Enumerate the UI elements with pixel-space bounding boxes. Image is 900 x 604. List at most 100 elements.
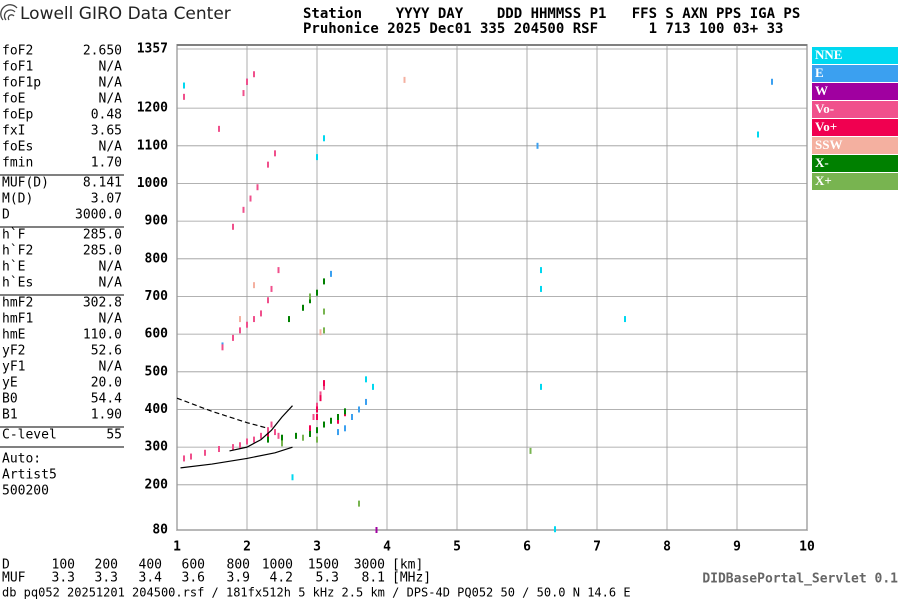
echo-point bbox=[183, 93, 185, 100]
echo-point bbox=[323, 421, 325, 428]
x-tick-label: 8 bbox=[663, 540, 671, 555]
legend-swatch bbox=[812, 137, 898, 154]
echo-point bbox=[295, 432, 297, 439]
x-tick-label: 4 bbox=[383, 540, 391, 555]
table-value: 8.1 bbox=[362, 571, 385, 586]
echo-point bbox=[624, 316, 626, 323]
table-value: 3.6 bbox=[182, 571, 205, 586]
legend-swatch bbox=[812, 119, 898, 136]
param-label: h`E bbox=[2, 260, 25, 275]
param-label: hmF1 bbox=[2, 312, 33, 327]
legend-swatch bbox=[812, 47, 898, 64]
echo-point bbox=[529, 447, 532, 454]
param-value: 3.65 bbox=[91, 124, 122, 139]
echo-point bbox=[253, 436, 255, 443]
legend-label: X+ bbox=[815, 173, 832, 188]
echo-point bbox=[358, 406, 360, 413]
param-value: 285.0 bbox=[83, 244, 122, 259]
param-label: foF1 bbox=[2, 60, 33, 75]
legend-label: E bbox=[815, 65, 824, 80]
param-label: B1 bbox=[2, 408, 18, 423]
echo-point bbox=[249, 195, 252, 202]
echo-point bbox=[232, 334, 234, 341]
table-value: 3.9 bbox=[227, 571, 250, 586]
legend-swatch bbox=[812, 83, 898, 100]
y-tick-label: 1100 bbox=[137, 138, 168, 153]
param-label: yF1 bbox=[2, 360, 25, 375]
echo-point bbox=[242, 90, 245, 97]
echo-point bbox=[253, 282, 255, 289]
echo-point bbox=[316, 154, 318, 161]
echo-point bbox=[316, 402, 318, 409]
y-tick-label: 800 bbox=[145, 251, 169, 266]
echo-point bbox=[281, 440, 283, 447]
param-label: MUF(D) bbox=[2, 176, 49, 191]
echo-point bbox=[267, 436, 269, 443]
echo-point bbox=[365, 398, 367, 405]
echo-point bbox=[270, 421, 273, 428]
echo-point bbox=[253, 316, 255, 323]
echo-point bbox=[302, 304, 304, 311]
param-value: 285.0 bbox=[83, 228, 122, 243]
param-label: hmE bbox=[2, 328, 25, 343]
legend-label: SSW bbox=[815, 137, 842, 152]
param-label: yF2 bbox=[2, 344, 25, 359]
echo-point bbox=[316, 436, 318, 443]
legend-label: Vo+ bbox=[815, 119, 837, 134]
legend-label: Vo- bbox=[815, 101, 834, 116]
echo-point bbox=[323, 308, 325, 315]
y-tick-label: 600 bbox=[145, 327, 169, 342]
table-value: 600 bbox=[182, 558, 205, 573]
table-value: 200 bbox=[95, 558, 118, 573]
param-label: D bbox=[2, 208, 10, 223]
echo-point bbox=[232, 444, 234, 451]
echo-point bbox=[316, 427, 318, 434]
legend-label: W bbox=[815, 83, 828, 98]
echo-point bbox=[267, 427, 269, 434]
y-tick-label: 1200 bbox=[137, 101, 168, 116]
param-label: hmF2 bbox=[2, 296, 33, 311]
x-tick-label: 1 bbox=[173, 540, 181, 555]
echo-point bbox=[309, 293, 311, 300]
y-tick-label: 300 bbox=[145, 440, 169, 455]
legend-swatch bbox=[812, 101, 898, 118]
echo-point bbox=[323, 135, 325, 142]
echo-point bbox=[323, 380, 325, 387]
param-label: fmin bbox=[2, 156, 33, 171]
x-tick-label: 2 bbox=[243, 540, 251, 555]
echo-point bbox=[330, 417, 332, 424]
echo-point bbox=[316, 289, 318, 296]
echo-point bbox=[288, 316, 290, 323]
echo-point bbox=[540, 383, 542, 390]
x-tick-label: 6 bbox=[523, 540, 531, 555]
table-value: 3.3 bbox=[95, 571, 118, 586]
y-tick-label: 500 bbox=[145, 364, 169, 379]
echo-point bbox=[536, 142, 539, 149]
site-title: Lowell GIRO Data Center bbox=[20, 4, 231, 24]
echo-point bbox=[323, 278, 325, 285]
echo-point bbox=[204, 449, 206, 456]
param-value: 3.07 bbox=[91, 192, 122, 207]
table-label: MUF bbox=[2, 571, 26, 586]
param-value: 1.70 bbox=[91, 156, 122, 171]
echo-point bbox=[309, 430, 311, 437]
echo-point bbox=[239, 327, 241, 334]
echo-point bbox=[344, 425, 346, 432]
table-value: 4.2 bbox=[270, 571, 293, 586]
param-label: B0 bbox=[2, 392, 18, 407]
echo-point bbox=[337, 429, 339, 436]
table-value: 400 bbox=[139, 558, 162, 573]
param-value: 0.48 bbox=[91, 108, 122, 123]
legend-swatch bbox=[812, 65, 898, 82]
echo-point bbox=[554, 526, 556, 533]
echo-point bbox=[277, 267, 280, 274]
param-label: h`F bbox=[2, 228, 26, 243]
echo-point bbox=[190, 453, 192, 460]
echo-point bbox=[351, 414, 353, 421]
echo-point bbox=[319, 395, 322, 402]
echo-point bbox=[260, 432, 262, 439]
echo-point bbox=[337, 417, 339, 424]
logo bbox=[0, 4, 18, 21]
param-value: 110.0 bbox=[83, 328, 122, 343]
autoscaling-line: Artist5 bbox=[2, 468, 57, 483]
